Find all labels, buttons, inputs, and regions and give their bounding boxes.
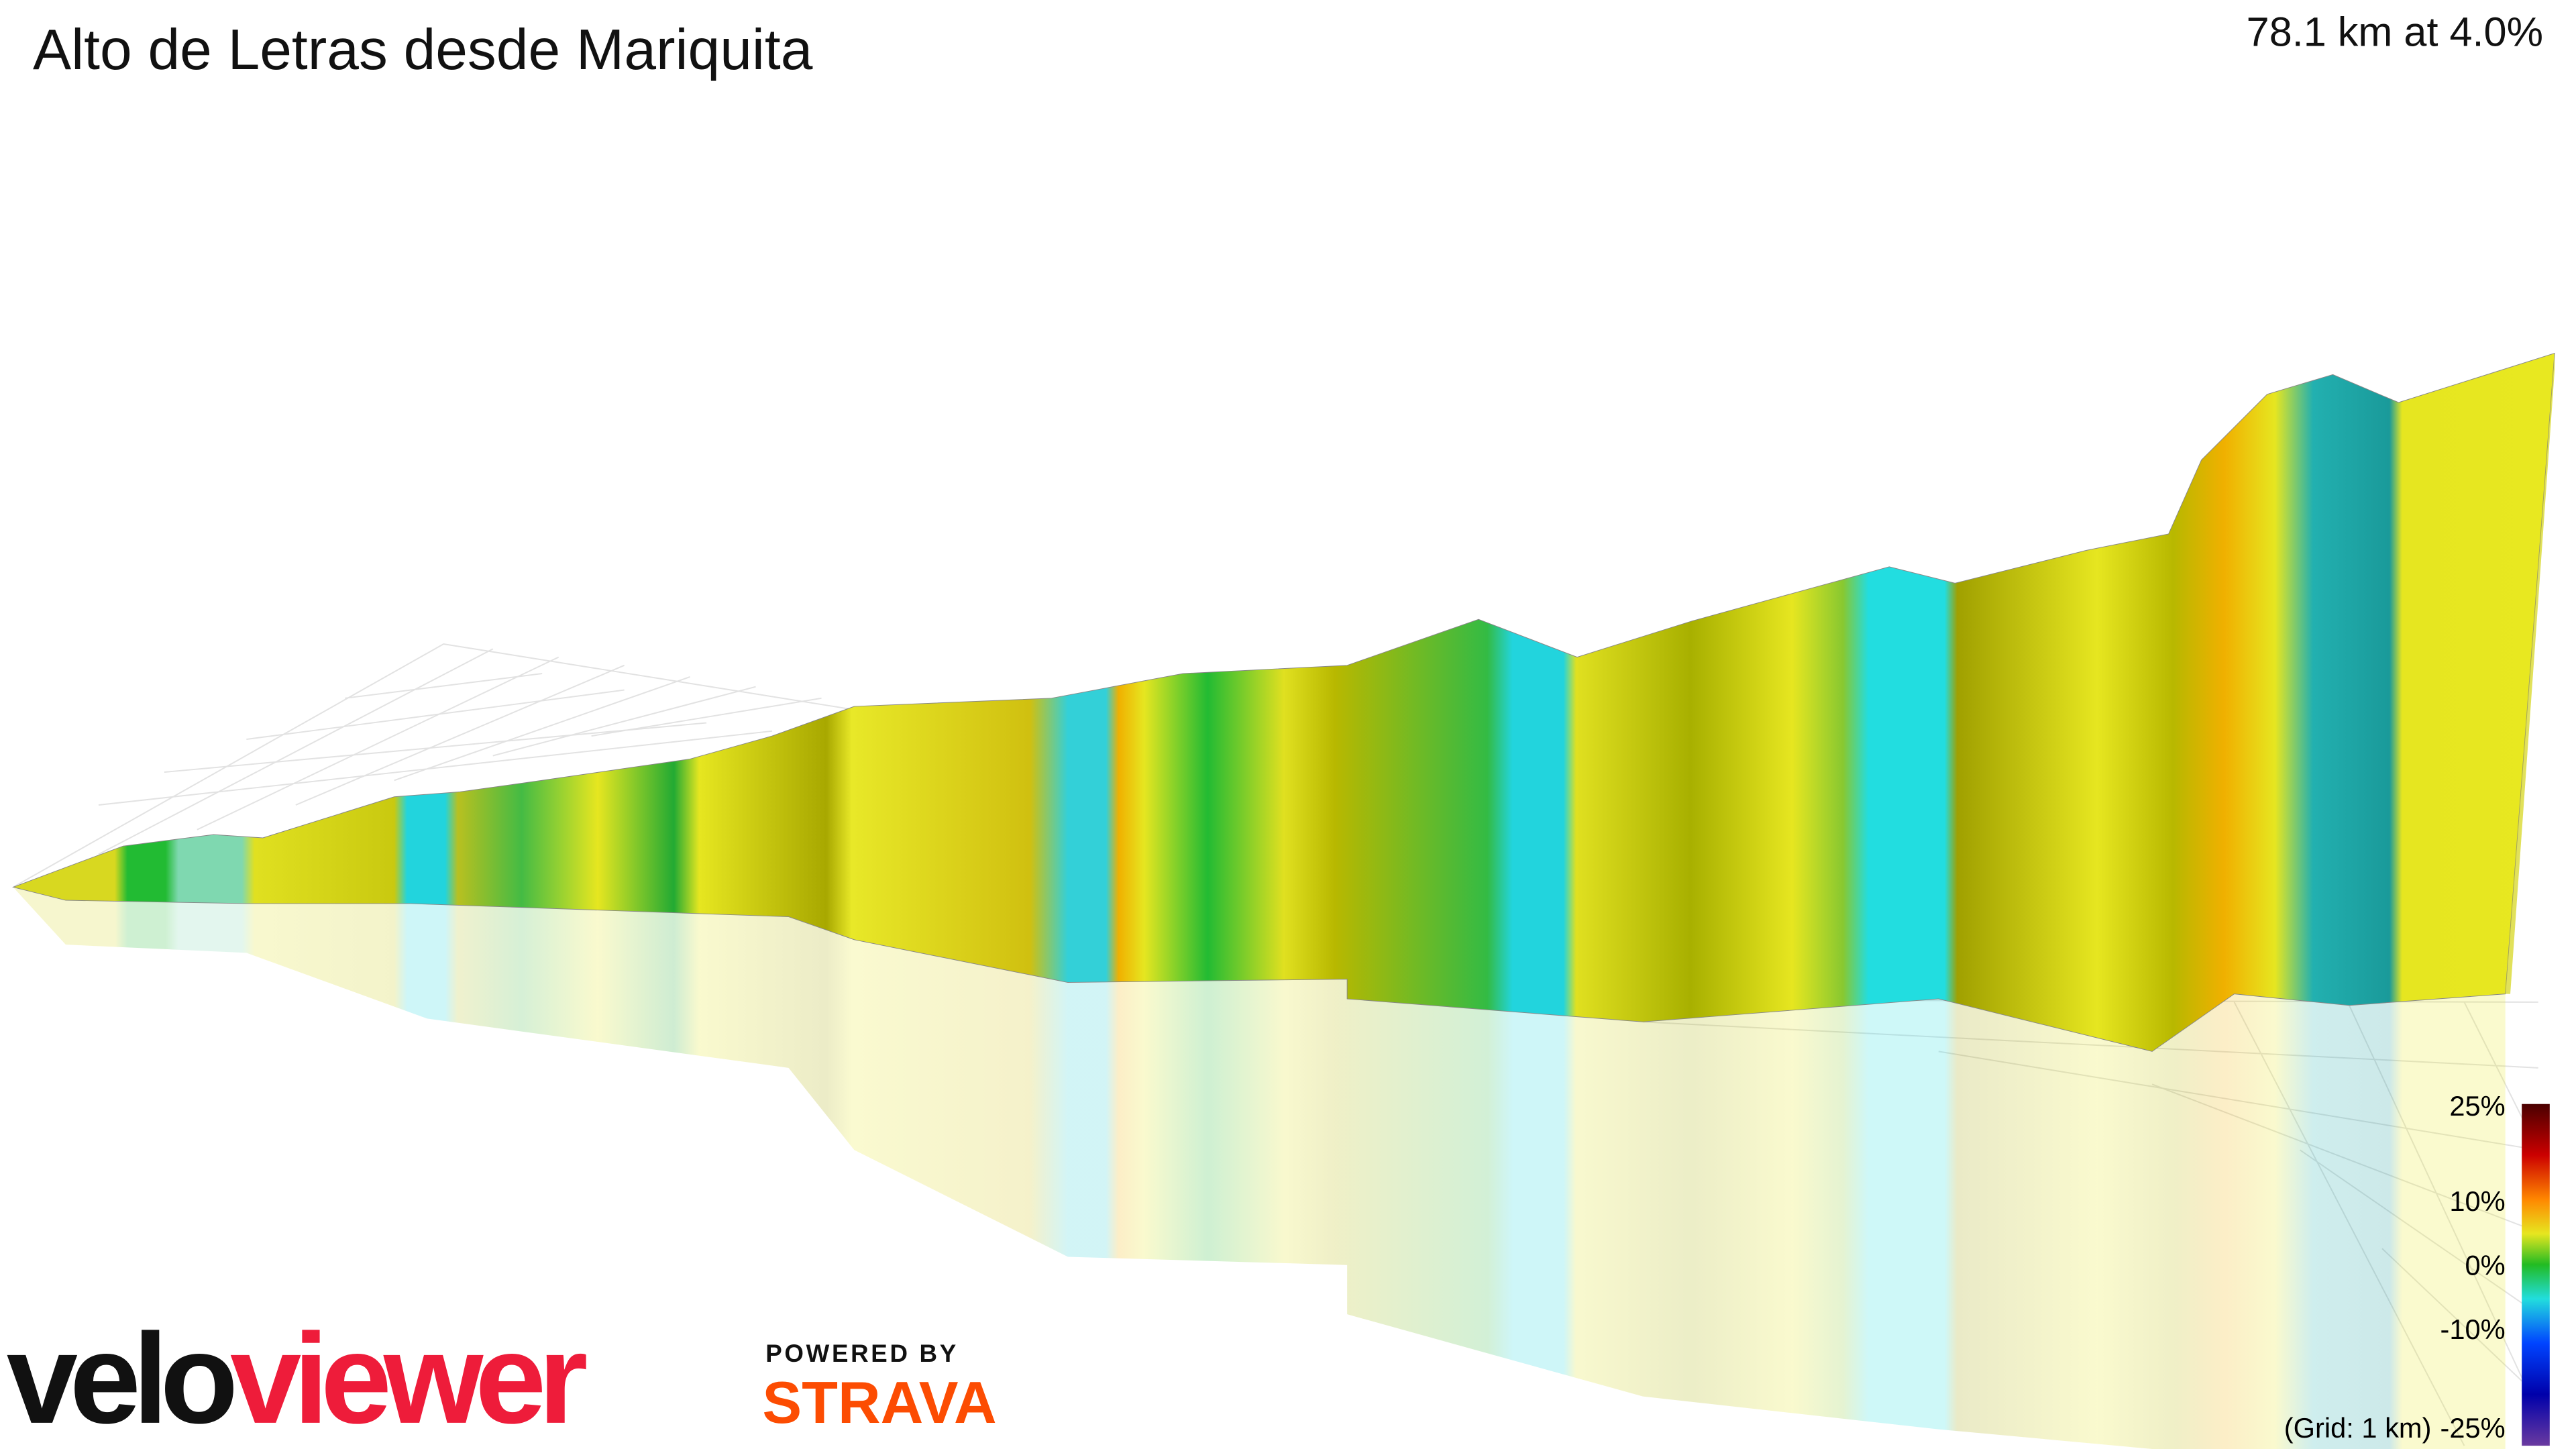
profile-reflection	[13, 887, 2506, 1449]
strava-logo: STRAVA	[762, 1369, 996, 1436]
color-scale	[2522, 1104, 2550, 1446]
grid-note: (Grid: 1 km)	[2284, 1412, 2432, 1444]
title: Alto de Letras desde Mariquita	[33, 17, 813, 82]
logo-velo: velo	[7, 1307, 234, 1449]
branding: veloviewer POWERED BY STRAVA	[7, 1307, 997, 1449]
legend-label: 10%	[2449, 1185, 2505, 1217]
profile-end-face	[2505, 353, 2555, 994]
legend-label: 0%	[2465, 1249, 2506, 1281]
climb-stats: 78.1 km at 4.0%	[2247, 9, 2543, 55]
logo: veloviewer	[7, 1307, 586, 1449]
legend-label: -10%	[2440, 1313, 2506, 1345]
powered-by: POWERED BY	[765, 1340, 959, 1367]
logo-viewer: viewer	[230, 1307, 586, 1449]
legend-label: 25%	[2449, 1090, 2505, 1122]
legend-label: -25%	[2440, 1412, 2506, 1444]
gradient-legend: 25% 10% 0% -10% -25% (Grid: 1 km)	[2284, 1090, 2550, 1446]
profile-side	[11, 352, 2555, 1052]
